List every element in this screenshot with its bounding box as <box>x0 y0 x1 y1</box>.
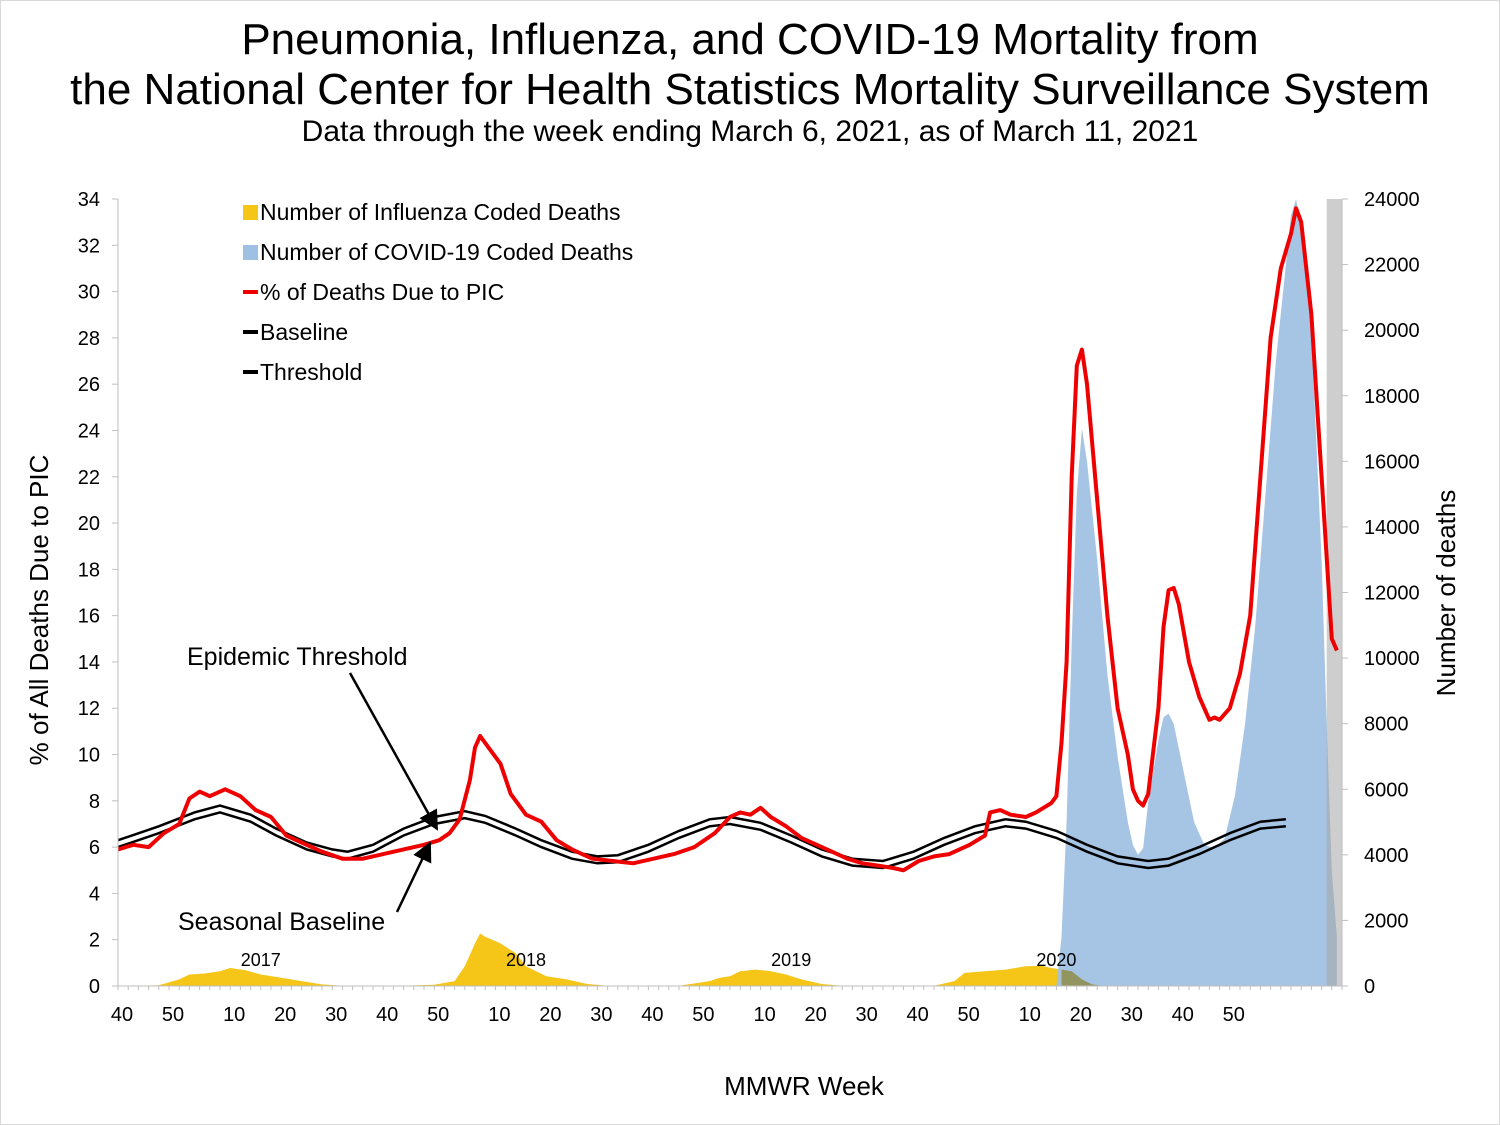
legend-label: Threshold <box>260 359 362 385</box>
y-left-tick-label: 14 <box>78 652 100 674</box>
x-tick-label: 50 <box>162 1004 184 1026</box>
x-tick-label: 30 <box>855 1004 877 1026</box>
influenza-deaths-area <box>118 933 1337 986</box>
x-tick-label: 50 <box>1223 1004 1245 1026</box>
legend-label: % of Deaths Due to PIC <box>260 279 504 305</box>
x-tick-label: 20 <box>804 1004 826 1026</box>
chart-subtitle: Data through the week ending March 6, 20… <box>301 115 1199 148</box>
x-tick-label: 20 <box>274 1004 296 1026</box>
y-right-tick-label: 14000 <box>1364 517 1420 539</box>
x-axis-title: MMWR Week <box>724 1071 885 1101</box>
y-left-tick-label: 0 <box>89 976 100 998</box>
y-left-tick-label: 28 <box>78 328 100 350</box>
x-tick-label: 30 <box>325 1004 347 1026</box>
pic-percent-line <box>117 206 1339 873</box>
incomplete-data-shading <box>1326 199 1342 986</box>
x-tick-label: 30 <box>1121 1004 1143 1026</box>
annotations: Epidemic Threshold Seasonal Baseline <box>178 643 439 936</box>
y-left-tick-label: 8 <box>89 791 100 813</box>
baseline-arrow <box>395 841 432 913</box>
x-tick-label: 40 <box>641 1004 663 1026</box>
y-left-tick-label: 30 <box>78 282 100 304</box>
threshold-line <box>117 804 1287 863</box>
x-tick-label: 50 <box>427 1004 449 1026</box>
legend: Number of Influenza Coded Deaths Number o… <box>243 199 633 385</box>
seasonal-baseline-label: Seasonal Baseline <box>178 908 385 936</box>
y-right-tick-label: 0 <box>1364 976 1375 998</box>
x-tick-label: 40 <box>376 1004 398 1026</box>
year-label: 2019 <box>771 950 811 970</box>
area-layer: 2017 2018 2019 2020 <box>118 199 1342 986</box>
y-right-tick-label: 10000 <box>1364 648 1420 670</box>
year-label: 2020 <box>1036 950 1076 970</box>
y-left-tick-label: 18 <box>78 559 100 581</box>
y-right-axis-title: Number of deaths <box>1431 490 1461 697</box>
line-layer <box>117 206 1339 873</box>
y-right-tick-label: 8000 <box>1364 714 1409 736</box>
x-tick-label: 50 <box>692 1004 714 1026</box>
legend-label: Number of COVID-19 Coded Deaths <box>260 239 633 265</box>
threshold-arrow <box>348 672 439 831</box>
y-left-axis-title: % of All Deaths Due to PIC <box>24 455 54 766</box>
epidemic-threshold-label: Epidemic Threshold <box>187 643 407 671</box>
x-tick-label: 10 <box>223 1004 245 1026</box>
y-left-tick-label: 4 <box>89 883 100 905</box>
x-tick-label: 50 <box>957 1004 979 1026</box>
y-right-tick-label: 6000 <box>1364 779 1409 801</box>
y-right-tick-label: 12000 <box>1364 583 1420 605</box>
y-right-tick-label: 22000 <box>1364 255 1420 277</box>
x-tick-label: 30 <box>590 1004 612 1026</box>
y-left-tick-label: 6 <box>89 837 100 859</box>
y-left-tick-label: 10 <box>78 745 100 767</box>
x-tick-label: 10 <box>753 1004 775 1026</box>
y-right-tick-label: 4000 <box>1364 845 1409 867</box>
y-right-tick-label: 20000 <box>1364 320 1420 342</box>
year-label: 2018 <box>506 950 546 970</box>
covid-deaths-area <box>1056 199 1337 986</box>
legend-swatch <box>243 205 258 220</box>
y-left-tick-label: 34 <box>78 189 100 211</box>
legend-swatch <box>243 245 258 260</box>
y-left-tick-label: 22 <box>78 467 100 489</box>
x-tick-label: 20 <box>1070 1004 1092 1026</box>
y-left-tick-label: 20 <box>78 513 100 535</box>
x-tick-label: 10 <box>1019 1004 1041 1026</box>
y-left-tick-label: 12 <box>78 698 100 720</box>
y-left-tick-label: 16 <box>78 606 100 628</box>
x-tick-label: 40 <box>1172 1004 1194 1026</box>
y-right-tick-label: 16000 <box>1364 451 1420 473</box>
x-tick-label: 40 <box>111 1004 133 1026</box>
influenza-covid-overlap-area <box>1061 969 1103 986</box>
y-right-tick-label: 18000 <box>1364 386 1420 408</box>
year-label: 2017 <box>241 950 281 970</box>
y-left-tick-label: 32 <box>78 235 100 257</box>
x-tick-label: 40 <box>906 1004 928 1026</box>
x-tick-label: 10 <box>488 1004 510 1026</box>
y-left-tick-label: 2 <box>89 930 100 952</box>
legend-label: Baseline <box>260 319 348 345</box>
axes-layer: 0246810121416182022242628303234020004000… <box>24 189 1461 1101</box>
y-left-tick-label: 24 <box>78 420 100 442</box>
chart-title-line2: the National Center for Health Statistic… <box>70 65 1430 114</box>
y-right-tick-label: 2000 <box>1364 910 1409 932</box>
x-tick-label: 20 <box>539 1004 561 1026</box>
chart-title: Pneumonia, Influenza, and COVID-19 Morta… <box>241 15 1259 64</box>
legend-label: Number of Influenza Coded Deaths <box>260 199 621 225</box>
y-left-tick-label: 26 <box>78 374 100 396</box>
y-right-tick-label: 24000 <box>1364 189 1420 211</box>
